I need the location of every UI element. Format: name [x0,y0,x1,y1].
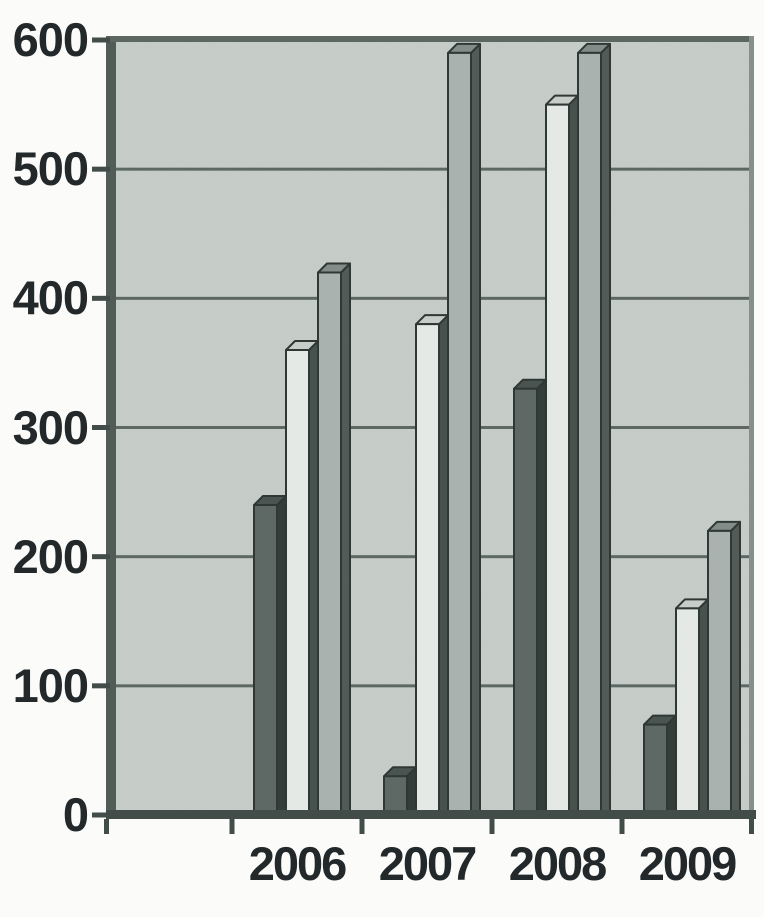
x-tick-label-2008: 2008 [508,837,608,890]
bar-front-face [577,51,602,817]
plot-right-border [749,36,754,815]
bar-front-face [643,723,668,817]
bar-2009-series-light [675,598,709,817]
bar-front-face [707,529,732,817]
bar-side-face [600,42,611,817]
bar-2008-series-dark [513,378,547,817]
bar-2008-series-medium [577,42,611,817]
gridline-500 [110,167,754,171]
bar-side-face [438,314,449,817]
bar-front-face [285,349,310,817]
y-tick-label-400: 400 [12,271,89,325]
x-tick [619,819,625,834]
y-tick-label-200: 200 [12,529,89,583]
bar-side-face [666,714,677,817]
y-tick-300 [92,425,110,430]
bar-front-face [253,504,278,817]
bar-2007-series-light [415,314,449,817]
bar-side-face [698,598,709,817]
bar-2006-series-dark [253,495,287,817]
bar-side-face [730,520,741,817]
x-tick-label-2006: 2006 [248,837,348,890]
y-tick-label-0: 0 [62,788,89,841]
bar-front-face [545,103,570,818]
bar-side-face [470,42,481,817]
y-tick-label-500: 500 [12,142,89,196]
bar-front-face [447,51,472,817]
bar-front-face [513,387,538,817]
y-tick-label-100: 100 [12,658,89,712]
y-tick-label-600: 600 [12,13,89,66]
y-tick-500 [92,166,110,172]
y-tick-200 [92,554,110,560]
x-tick [489,819,495,834]
axis-ticks [92,37,754,834]
bar-2008-series-light [545,94,579,818]
bar-2009-series-medium [707,520,741,817]
bar-front-face [317,271,342,817]
bar-2006-series-light [285,340,319,817]
bar-2007-series-medium [447,42,481,817]
y-tick-100 [92,683,110,689]
bar-2007-series-dark [383,766,417,817]
x-tick [749,819,754,834]
bar-side-face [276,495,287,817]
bar-side-face [536,378,547,817]
y-tick-400 [92,295,110,301]
bar-side-face [340,262,351,817]
x-tick-label-2007: 2007 [378,837,478,890]
y-axis-line [106,36,116,819]
x-tick [359,819,365,834]
y-tick-0 [92,812,110,818]
axes [106,36,756,819]
bar-side-face [568,94,579,817]
x-tick [104,819,109,834]
y-tick-600 [92,37,110,43]
x-tick [229,819,235,834]
bars [253,42,741,818]
plot-top-border [106,36,754,42]
gridline-400 [110,296,754,300]
bar-front-face [675,607,700,817]
x-axis-line [106,810,756,819]
bar-2006-series-medium [317,262,351,817]
bar-2009-series-dark [643,714,677,817]
y-tick-label-300: 300 [12,400,89,454]
bar-side-face [308,340,319,817]
x-tick-label-2009: 2009 [638,837,738,890]
bar-front-face [415,323,440,817]
